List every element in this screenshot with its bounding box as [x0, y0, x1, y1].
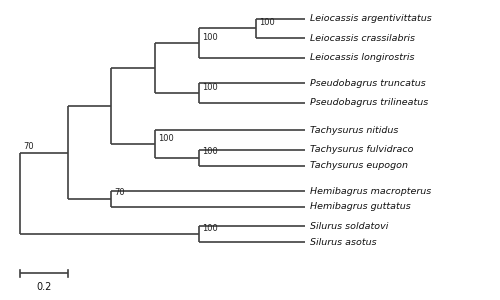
Text: Pseudobagrus truncatus: Pseudobagrus truncatus	[310, 79, 426, 88]
Text: Tachysurus nitidus: Tachysurus nitidus	[310, 126, 398, 135]
Text: 100: 100	[202, 147, 218, 156]
Text: 0.2: 0.2	[36, 282, 52, 292]
Text: Silurus asotus: Silurus asotus	[310, 238, 376, 247]
Text: Pseudobagrus trilineatus: Pseudobagrus trilineatus	[310, 98, 428, 107]
Text: Hemibagrus macropterus: Hemibagrus macropterus	[310, 187, 431, 196]
Text: Silurus soldatovi: Silurus soldatovi	[310, 222, 388, 231]
Text: 100: 100	[202, 33, 218, 42]
Text: 100: 100	[158, 134, 174, 142]
Text: 70: 70	[114, 188, 125, 197]
Text: 100: 100	[258, 18, 274, 27]
Text: 70: 70	[23, 142, 34, 151]
Text: Leiocassis crassilabris: Leiocassis crassilabris	[310, 34, 414, 43]
Text: Leiocassis argentivittatus: Leiocassis argentivittatus	[310, 14, 432, 23]
Text: 100: 100	[202, 82, 218, 91]
Text: 100: 100	[202, 224, 218, 233]
Text: Tachysurus fulvidraco: Tachysurus fulvidraco	[310, 146, 413, 154]
Text: Tachysurus eupogon: Tachysurus eupogon	[310, 161, 408, 170]
Text: Hemibagrus guttatus: Hemibagrus guttatus	[310, 202, 410, 211]
Text: Leiocassis longirostris: Leiocassis longirostris	[310, 53, 414, 62]
